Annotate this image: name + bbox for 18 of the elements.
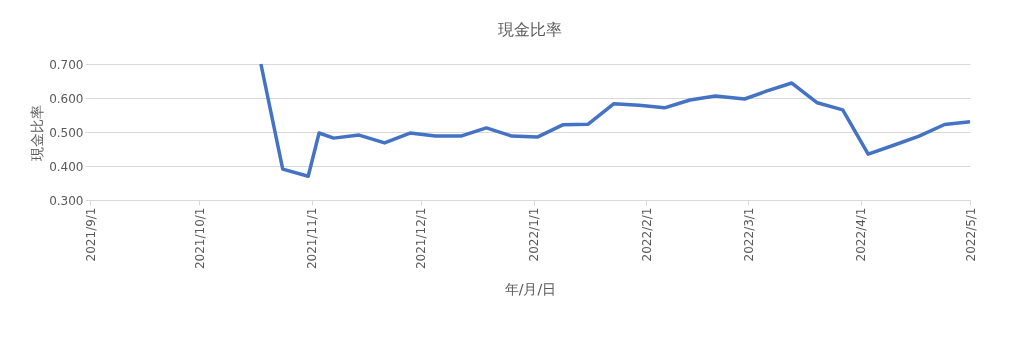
x-tick-label: 2021/12/1 <box>414 207 429 270</box>
y-tick-label: 0.700 <box>49 57 84 72</box>
x-tick-label: 2022/1/1 <box>527 207 542 262</box>
chart-title: 現金比率 <box>498 20 562 39</box>
x-tick-label: 2022/4/1 <box>854 207 869 262</box>
x-tick-label: 2022/2/1 <box>639 207 654 262</box>
y-tick-label: 0.400 <box>49 159 84 174</box>
x-axis-title: 年/月/日 <box>504 281 557 298</box>
x-tick-label: 2022/3/1 <box>741 207 756 262</box>
y-axis-title: 現金比率 <box>29 104 46 161</box>
line-series <box>259 62 972 178</box>
x-tick-label: 2022/5/1 <box>963 207 978 262</box>
y-tick-label: 0.300 <box>49 193 84 208</box>
y-tick-label: 0.500 <box>49 125 84 140</box>
x-tick-label: 2021/11/1 <box>305 207 320 270</box>
x-tick-label: 2021/10/1 <box>192 207 207 270</box>
y-tick-label: 0.600 <box>49 91 84 106</box>
x-tick-label: 2021/9/1 <box>83 207 98 262</box>
